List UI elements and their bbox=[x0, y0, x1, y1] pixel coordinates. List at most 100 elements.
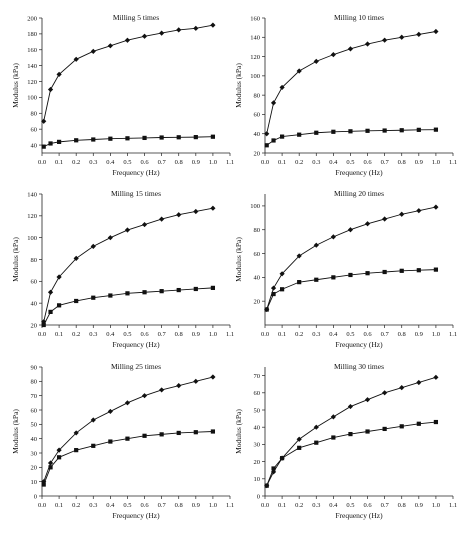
y-tick-label: 140 bbox=[27, 63, 37, 70]
chart-title: Milling 30 times bbox=[334, 362, 384, 371]
data-point-diamond bbox=[279, 84, 285, 91]
data-point-square bbox=[142, 433, 147, 438]
data-point-square bbox=[41, 322, 46, 328]
data-point-diamond bbox=[347, 46, 354, 52]
data-point-square bbox=[56, 139, 62, 144]
data-point-diamond bbox=[41, 319, 47, 325]
data-point-diamond bbox=[47, 86, 54, 93]
data-point-square bbox=[297, 132, 302, 137]
data-point-diamond bbox=[47, 289, 54, 295]
data-point-square bbox=[159, 289, 164, 294]
data-point-diamond bbox=[176, 212, 182, 218]
x-tick-label: 0.7 bbox=[381, 331, 390, 338]
data-point-diamond bbox=[124, 37, 131, 43]
data-point-diamond bbox=[73, 56, 79, 62]
x-tick-label: 0.5 bbox=[123, 159, 131, 166]
series-2-line bbox=[266, 421, 436, 486]
chart-title: Milling 15 times bbox=[111, 189, 161, 198]
data-point-square bbox=[433, 267, 439, 272]
x-tick-label: 0.7 bbox=[158, 159, 167, 166]
x-tick-label: 0.1 bbox=[55, 331, 63, 338]
x-tick-label: 1.1 bbox=[226, 502, 234, 509]
chart-panel-1: Milling 5 times 0.0 0.1 0.2 0.3 0.4 0.5 0.6 0.7 0… bbox=[11, 13, 234, 177]
x-tick-label: 0.4 bbox=[329, 502, 338, 509]
data-point-square bbox=[331, 129, 336, 134]
data-point-diamond bbox=[210, 374, 216, 380]
x-tick-label: 0.5 bbox=[123, 331, 131, 338]
y-tick-label: 0 bbox=[34, 493, 37, 500]
x-tick-label: 0.4 bbox=[106, 502, 115, 509]
x-tick-label: 0.1 bbox=[55, 159, 63, 166]
data-point-diamond bbox=[399, 34, 405, 40]
y-tick-label: 160 bbox=[27, 47, 37, 54]
y-axis-label: Modulus (kPa) bbox=[234, 63, 243, 108]
x-tick-label: 0.8 bbox=[398, 159, 406, 166]
x-tick-label: 0.2 bbox=[72, 502, 80, 509]
data-point-square bbox=[41, 144, 46, 149]
data-point-diamond bbox=[382, 37, 388, 43]
x-tick-label: 1.1 bbox=[226, 331, 234, 338]
data-point-diamond bbox=[193, 208, 199, 215]
data-point-square bbox=[416, 127, 421, 132]
data-point-diamond bbox=[47, 460, 54, 466]
y-axis-label: Modulus (kPa) bbox=[234, 409, 243, 454]
data-point-diamond bbox=[399, 211, 405, 217]
chart-title: Milling 20 times bbox=[334, 189, 384, 198]
x-tick-label: 0.7 bbox=[158, 502, 167, 509]
data-point-diamond bbox=[176, 27, 182, 33]
y-tick-label: 80 bbox=[31, 379, 38, 386]
y-tick-label: 80 bbox=[254, 92, 261, 99]
x-tick-label: 0.0 bbox=[38, 331, 46, 338]
x-tick-label: 0.2 bbox=[295, 331, 303, 338]
x-tick-label: 0.0 bbox=[261, 331, 269, 338]
data-point-diamond bbox=[296, 68, 302, 74]
data-point-square bbox=[108, 439, 113, 444]
data-point-square bbox=[159, 432, 164, 437]
data-point-diamond bbox=[176, 383, 182, 389]
x-tick-label: 0.9 bbox=[415, 502, 423, 509]
x-tick-label: 0.2 bbox=[295, 159, 303, 166]
y-tick-label: 100 bbox=[250, 203, 260, 210]
y-tick-label: 160 bbox=[250, 15, 260, 22]
x-tick-label: 0.4 bbox=[329, 159, 338, 166]
data-point-diamond bbox=[210, 205, 216, 211]
data-point-diamond bbox=[141, 393, 148, 399]
data-point-diamond bbox=[364, 41, 371, 47]
data-point-square bbox=[433, 419, 439, 425]
y-axis-label: Modulus (kPa) bbox=[11, 63, 20, 108]
y-tick-label: 20 bbox=[254, 298, 261, 305]
data-point-square bbox=[48, 309, 53, 314]
y-tick-label: 60 bbox=[254, 112, 261, 119]
y-tick-label: 20 bbox=[31, 465, 38, 472]
x-tick-label: 0.6 bbox=[140, 331, 149, 338]
data-point-diamond bbox=[56, 274, 62, 280]
chart-panel-4: Milling 20 times 0.0 0.1 0.2 0.3 0.4 0.5 0.6 0.7… bbox=[234, 189, 457, 349]
x-tick-label: 0.3 bbox=[312, 331, 320, 338]
x-tick-label: 0.7 bbox=[158, 331, 167, 338]
data-point-square bbox=[56, 303, 62, 308]
x-axis-label: Frequency (Hz) bbox=[112, 511, 160, 520]
data-point-square bbox=[314, 277, 319, 282]
series-1-line bbox=[43, 207, 213, 322]
x-tick-label: 1.0 bbox=[209, 502, 217, 509]
data-point-diamond bbox=[193, 378, 199, 384]
data-point-square bbox=[297, 445, 302, 450]
y-tick-label: 40 bbox=[31, 436, 38, 443]
x-tick-label: 0.8 bbox=[175, 159, 183, 166]
data-point-diamond bbox=[313, 424, 319, 430]
x-axis-label: Frequency (Hz) bbox=[112, 340, 160, 349]
data-point-square bbox=[91, 295, 96, 300]
x-axis-label: Frequency (Hz) bbox=[335, 340, 383, 349]
data-point-square bbox=[433, 127, 439, 132]
data-point-square bbox=[48, 141, 53, 146]
data-point-square bbox=[279, 134, 285, 139]
x-axis-label: Frequency (Hz) bbox=[335, 168, 383, 177]
data-point-diamond bbox=[382, 390, 388, 396]
x-tick-label: 0.6 bbox=[363, 159, 372, 166]
data-point-diamond bbox=[107, 408, 113, 415]
y-tick-label: 40 bbox=[254, 275, 261, 282]
data-point-square bbox=[210, 285, 216, 290]
data-point-square bbox=[176, 287, 181, 293]
data-point-square bbox=[271, 466, 276, 471]
data-point-square bbox=[416, 268, 421, 273]
